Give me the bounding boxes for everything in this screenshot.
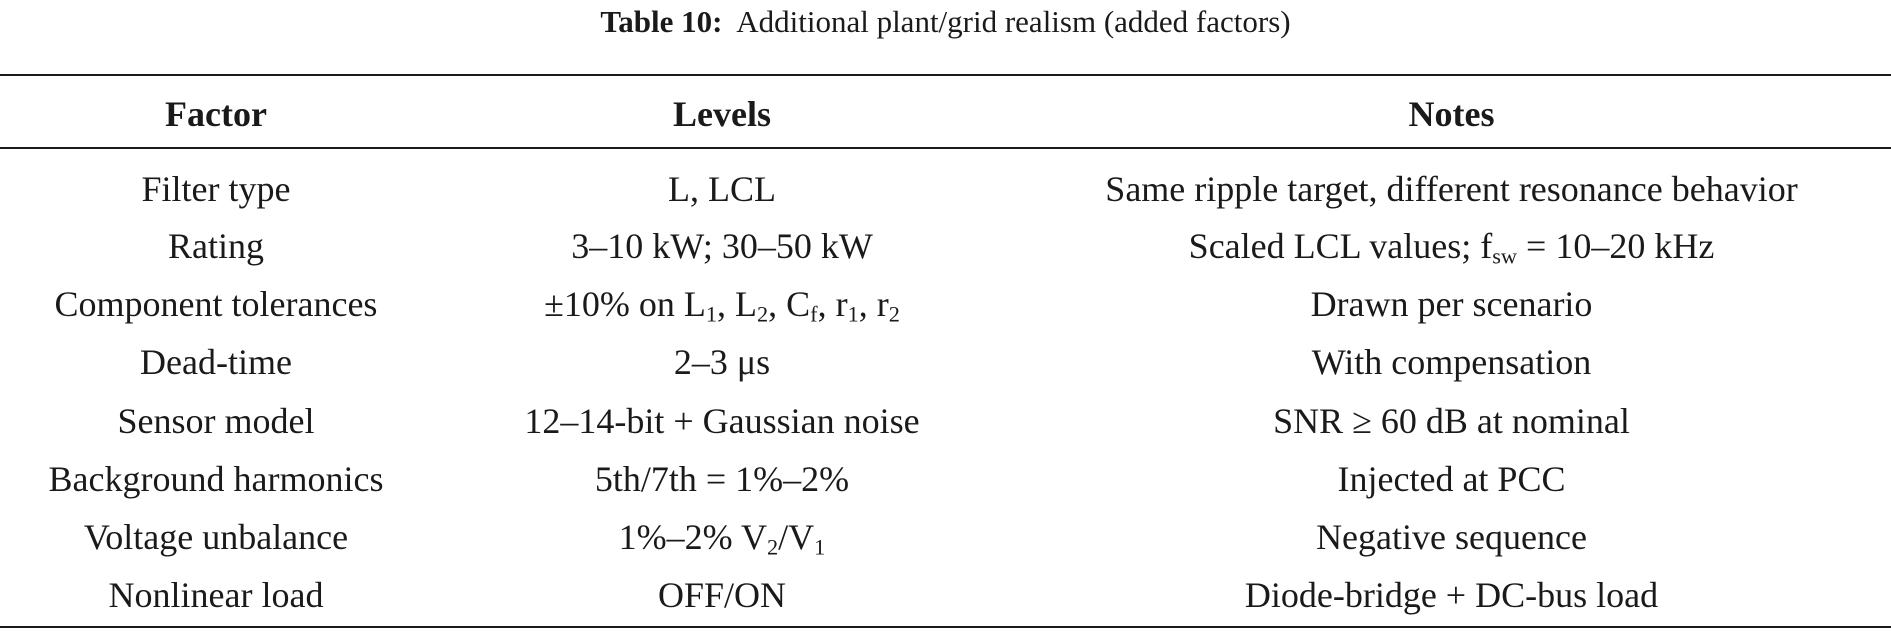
table-caption: Table 10: Additional plant/grid realism … bbox=[0, 0, 1891, 60]
table-caption-label: Table 10: bbox=[600, 4, 723, 39]
subscript: 1 bbox=[847, 301, 859, 327]
factor-cell: Dead-time bbox=[140, 342, 292, 382]
levels-cell: 5th/7th = 1%–2% bbox=[594, 459, 850, 499]
subscript: f bbox=[810, 301, 818, 327]
header-notes: Notes bbox=[1408, 94, 1495, 134]
notes-cell: SNR ≥ 60 dB at nominal bbox=[1273, 401, 1630, 441]
subscript: sw bbox=[1492, 243, 1518, 269]
subscript: 2 bbox=[767, 534, 779, 560]
table-row: Voltage unbalance 1%–2% V2/V1 Negative s… bbox=[0, 508, 1891, 566]
table-row: Component tolerances ±10% on L1, L2, Cf,… bbox=[0, 275, 1891, 333]
factor-cell: Component tolerances bbox=[54, 284, 378, 324]
levels-cell: ±10% on L1, L2, Cf, r1, r2 bbox=[544, 284, 900, 327]
table-row: Sensor model 12–14-bit + Gaussian noise … bbox=[0, 392, 1891, 450]
levels-cell: 3–10 kW; 30–50 kW bbox=[571, 226, 873, 266]
levels-cell: 1%–2% V2/V1 bbox=[618, 517, 826, 560]
subscript: 2 bbox=[756, 301, 769, 327]
table-row: Rating 3–10 kW; 30–50 kW Scaled LCL valu… bbox=[0, 217, 1891, 275]
levels-cell: 12–14-bit + Gaussian noise bbox=[524, 401, 920, 441]
levels-cell: 2–3 μs bbox=[673, 342, 771, 382]
subscript: 2 bbox=[888, 301, 900, 327]
subscript: 1 bbox=[705, 301, 717, 327]
factor-cell: Rating bbox=[168, 226, 264, 266]
notes-cell: Same ripple target, different resonance … bbox=[1105, 169, 1798, 209]
notes-cell: Injected at PCC bbox=[1337, 459, 1566, 499]
subscript: 1 bbox=[814, 534, 826, 560]
header-factor: Factor bbox=[165, 94, 267, 134]
table-row: Background harmonics 5th/7th = 1%–2% Inj… bbox=[0, 450, 1891, 508]
levels-cell: OFF/ON bbox=[657, 575, 787, 615]
levels-cell: L, LCL bbox=[668, 169, 776, 209]
table-header-row: Factor Levels Notes bbox=[0, 86, 1891, 142]
factor-cell: Voltage unbalance bbox=[83, 517, 349, 557]
notes-cell: Drawn per scenario bbox=[1310, 284, 1593, 324]
table-row: Filter type L, LCL Same ripple target, d… bbox=[0, 160, 1891, 218]
table-caption-text: Additional plant/grid realism (added fac… bbox=[736, 4, 1291, 39]
notes-cell: Scaled LCL values; fsw = 10–20 kHz bbox=[1188, 226, 1715, 269]
factor-cell: Filter type bbox=[141, 169, 291, 209]
table-top-rule bbox=[0, 74, 1891, 76]
factor-cell: Nonlinear load bbox=[108, 575, 324, 615]
notes-cell: With compensation bbox=[1311, 342, 1592, 382]
notes-cell: Diode-bridge + DC-bus load bbox=[1244, 575, 1659, 615]
table-header-rule bbox=[0, 147, 1891, 149]
factor-cell: Sensor model bbox=[117, 401, 315, 441]
table-row: Nonlinear load OFF/ON Diode-bridge + DC-… bbox=[0, 566, 1891, 624]
header-levels: Levels bbox=[673, 94, 771, 134]
table-row: Dead-time 2–3 μs With compensation bbox=[0, 333, 1891, 391]
table-bottom-rule bbox=[0, 626, 1891, 628]
factor-cell: Background harmonics bbox=[48, 459, 384, 499]
notes-cell: Negative sequence bbox=[1316, 517, 1587, 557]
